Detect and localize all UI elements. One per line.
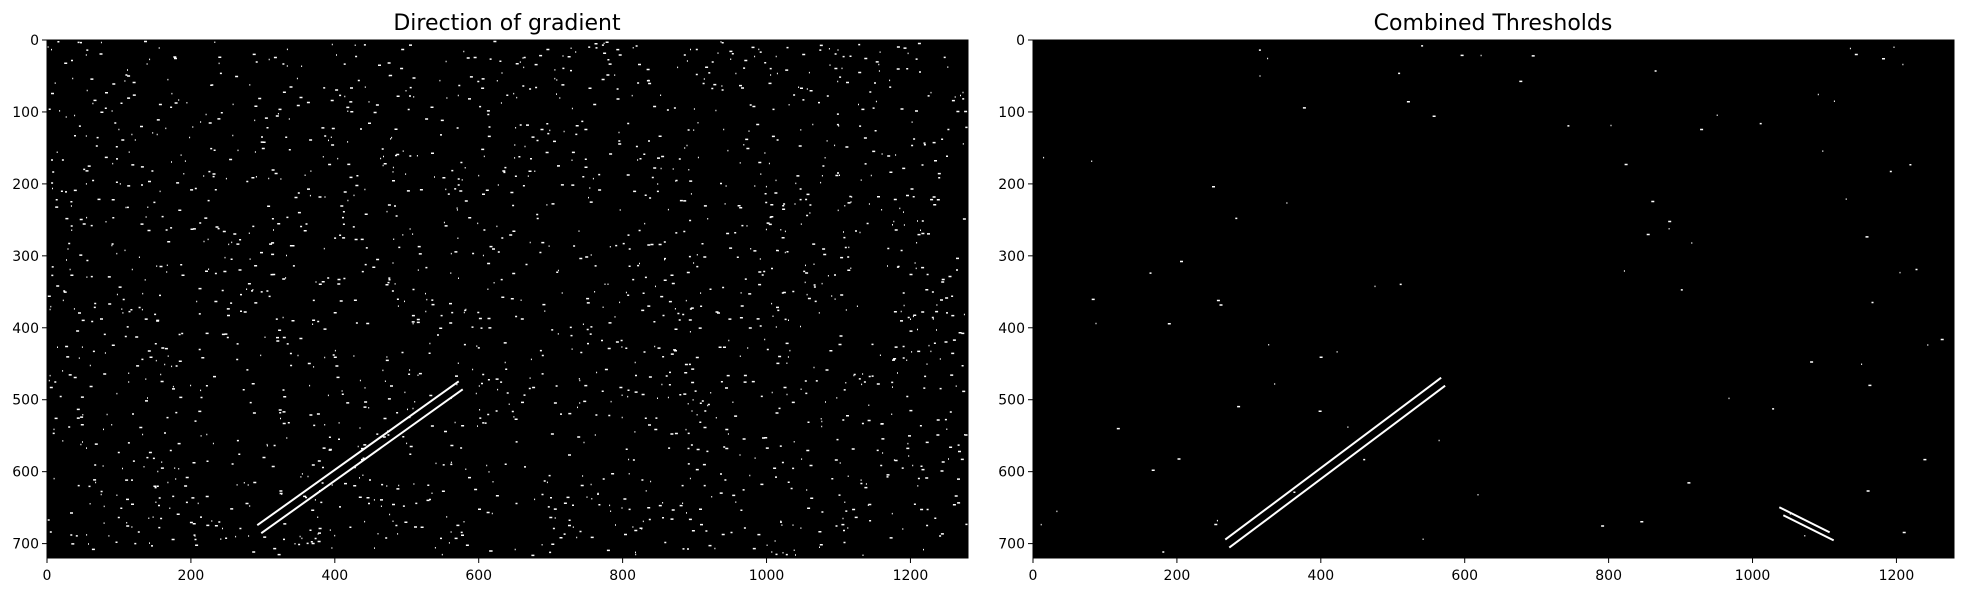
lane-line xyxy=(1778,506,1831,534)
x-tick-label: 1200 xyxy=(893,568,929,584)
y-tick-label: 700 xyxy=(12,537,39,553)
x-tick-label: 200 xyxy=(178,568,205,584)
x-tick-label: 0 xyxy=(43,568,52,584)
image-background xyxy=(47,40,968,558)
y-tick-label: 0 xyxy=(30,33,39,49)
x-tick-label: 0 xyxy=(1029,568,1038,584)
x-tick-label: 400 xyxy=(321,568,348,584)
x-tick-label: 1200 xyxy=(1879,568,1915,584)
axis-ticks: 0 200 400 600 800 1000 1200 0 100 200 300 400 500 600… xyxy=(12,33,928,584)
lane-line xyxy=(1782,514,1835,542)
panel-title: Direction of gradient xyxy=(393,11,621,36)
panel-title: Combined Thresholds xyxy=(1374,11,1613,36)
lane-line xyxy=(1228,384,1446,549)
y-tick-label: 600 xyxy=(998,465,1025,481)
y-tick-label: 200 xyxy=(12,177,39,193)
x-tick-label: 800 xyxy=(1595,568,1622,584)
image-background xyxy=(1033,40,1954,558)
axes-frame xyxy=(46,39,969,559)
axes-frame xyxy=(1032,39,1955,559)
panel-direction-of-gradient: Direction of gradient 0 200 400 600 800 1000 1… xyxy=(12,11,969,584)
y-tick-label: 100 xyxy=(12,105,39,121)
x-tick-label: 400 xyxy=(1307,568,1334,584)
y-tick-label: 600 xyxy=(12,465,39,481)
x-tick-label: 800 xyxy=(609,568,636,584)
y-tick-label: 100 xyxy=(998,105,1025,121)
y-tick-label: 300 xyxy=(998,249,1025,265)
panel-combined-thresholds: Combined Thresholds 0 200 400 600 800 1000 120… xyxy=(998,11,1955,584)
axis-ticks: 0 200 400 600 800 1000 1200 0 100 200 300 400 500 600… xyxy=(998,33,1914,584)
lane-line xyxy=(256,380,460,527)
lane-line-layer xyxy=(256,380,464,535)
y-tick-label: 400 xyxy=(998,321,1025,337)
x-tick-label: 600 xyxy=(1451,568,1478,584)
lane-line-layer xyxy=(1224,376,1835,549)
y-tick-label: 300 xyxy=(12,249,39,265)
y-tick-label: 200 xyxy=(998,177,1025,193)
lane-line xyxy=(1224,376,1442,541)
x-tick-label: 200 xyxy=(1164,568,1191,584)
y-tick-label: 0 xyxy=(1016,33,1025,49)
y-tick-label: 400 xyxy=(12,321,39,337)
y-tick-label: 700 xyxy=(998,537,1025,553)
y-tick-label: 500 xyxy=(998,393,1025,409)
y-tick-label: 500 xyxy=(12,393,39,409)
x-tick-label: 1000 xyxy=(1735,568,1771,584)
x-tick-label: 600 xyxy=(465,568,492,584)
x-tick-label: 1000 xyxy=(749,568,785,584)
lane-line xyxy=(260,388,464,535)
